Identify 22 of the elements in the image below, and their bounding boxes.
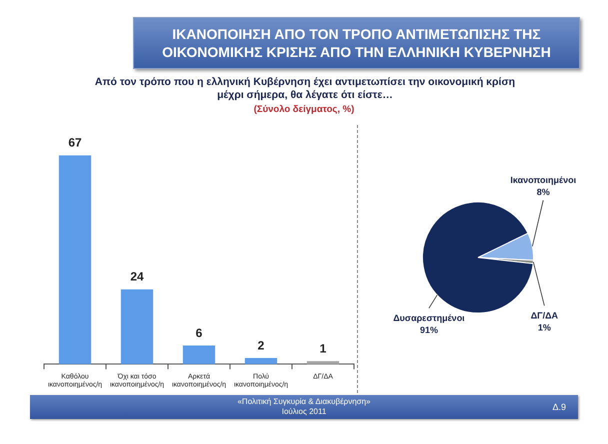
data-label: 67 xyxy=(68,136,82,150)
text: «Πολιτική Συγκυρία & Διακυβέρνηση» xyxy=(237,397,371,406)
slice-label: ΔΓ/ΔΑ xyxy=(530,310,559,321)
data-label: 1 xyxy=(320,341,327,356)
data-label: 6 xyxy=(196,326,203,340)
bar xyxy=(182,345,216,364)
data-label: 91% xyxy=(420,325,438,336)
data-label: 24 xyxy=(130,270,144,284)
bar xyxy=(244,358,278,364)
text: Δ.9 xyxy=(552,402,566,412)
data-label: 2 xyxy=(258,338,265,352)
text: (Σύνολο δείγματος, %) xyxy=(252,104,356,115)
chart-title: ΙΚΑΝΟΠΟΙΗΣΗ ΑΠΟ ΤΟΝ ΤΡΟΠΟ ΑΝΤΙΜΕΤΩΠΙΣΗΣ ΤΗΣ ΟΙΚΟΝΟΜΙΚΗΣ ΚΡΙΣΗΣ ΑΠΟ ΤΗΝ ΕΛΛΗΝΙΚΗ ΚΥΒΕΡΝΗΣΗ xyxy=(133,17,580,69)
bar xyxy=(306,361,340,364)
data-label: 1% xyxy=(538,322,551,333)
chart-subtitle: Από τον τρόπο που η ελληνική Κυβέρνηση έχει αντιμετωπίσει την οικονομική κρίση μέχρι σήμερα, θα λέγατε ότι είστε… xyxy=(94,76,516,102)
data-label: 8% xyxy=(536,187,550,198)
slice-label: Ικανοποιημένοι xyxy=(510,175,577,186)
bar xyxy=(120,289,154,364)
slice-label: Δυσαρεστημένοι xyxy=(393,313,466,324)
bar xyxy=(58,155,92,364)
text: Ιούλιος 2011 xyxy=(282,407,326,416)
